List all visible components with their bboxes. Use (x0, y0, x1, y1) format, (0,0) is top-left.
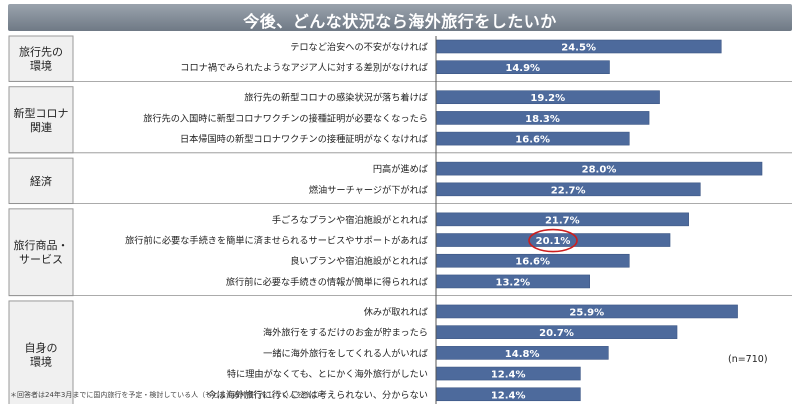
group-label: サービス (19, 253, 63, 266)
group-label: 環境 (30, 59, 52, 73)
value-label: 20.1% (536, 236, 571, 247)
value-label: 21.7% (545, 215, 580, 226)
value-label: 20.7% (539, 328, 574, 339)
value-label: 24.5% (561, 43, 596, 54)
group-label: 関連 (30, 120, 52, 134)
sample-size-label: (n=710) (728, 354, 768, 365)
group-label: 環境 (30, 355, 52, 369)
chart-title: 今後、どんな状況なら海外旅行をしたいか (243, 12, 557, 31)
value-label: 22.7% (551, 185, 586, 196)
group-label: 新型コロナ (14, 106, 69, 120)
category-label: 手ごろなプランや宿泊施設がとれれば (272, 214, 428, 226)
category-label: 旅行先の入国時に新型コロナワクチンの接種証明が必要なくなったら (143, 112, 428, 124)
category-label: 良いプランや宿泊施設がとれれば (290, 255, 428, 267)
footnote: ＊回答者は24年3月までに国内旅行を予定・検討している人（もともと海外旅行をしな… (10, 391, 324, 399)
category-label: 特に理由がなくても、とにかく海外旅行がしたい (227, 368, 428, 380)
category-label: 海外旅行をするだけのお金が貯まったら (263, 327, 428, 339)
category-label: 日本帰国時の新型コロナワクチンの接種証明がなくなければ (180, 133, 428, 145)
value-label: 18.3% (525, 114, 560, 125)
value-label: 12.4% (491, 390, 526, 401)
value-label: 16.6% (515, 135, 550, 146)
category-label: 旅行先の新型コロナの感染状況が落ち着けば (244, 92, 428, 104)
category-label: 休みが取れれば (364, 306, 428, 318)
category-label: 一緒に海外旅行をしてくれる人がいれば (263, 347, 428, 359)
value-label: 25.9% (569, 307, 604, 318)
group-box (8, 300, 74, 404)
group-box (8, 35, 74, 82)
chart-title-bar: 今後、どんな状況なら海外旅行をしたいか (8, 4, 792, 31)
value-label: 14.8% (505, 349, 540, 360)
category-label: テロなど治安への不安がなければ (290, 41, 428, 53)
value-label: 13.2% (495, 277, 530, 288)
category-label: 旅行前に必要な手続きを簡単に済ませられるサービスやサポートがあれば (125, 235, 428, 247)
value-label: 28.0% (582, 165, 617, 176)
category-label: コロナ禍でみられたようなアジア人に対する差別がなければ (180, 62, 428, 74)
category-label: 今は海外旅行に行くことは考えられない、分からない (208, 389, 429, 401)
group-label: 自身の (25, 341, 58, 355)
highlight-circle (528, 228, 578, 253)
value-label: 14.9% (505, 63, 540, 74)
category-label: 燃油サーチャージが下がれば (309, 184, 428, 196)
group-label: 旅行商品・ (14, 238, 69, 252)
category-label: 旅行前に必要な手続きの情報が簡単に得られれば (226, 276, 428, 288)
group-box (8, 157, 74, 205)
value-label: 12.4% (491, 370, 526, 381)
group-label: 経済 (30, 174, 52, 188)
value-label: 19.2% (530, 93, 565, 104)
category-label: 円高が進めば (373, 163, 428, 175)
group-label: 旅行先の (19, 45, 63, 59)
value-label: 16.6% (515, 257, 550, 268)
